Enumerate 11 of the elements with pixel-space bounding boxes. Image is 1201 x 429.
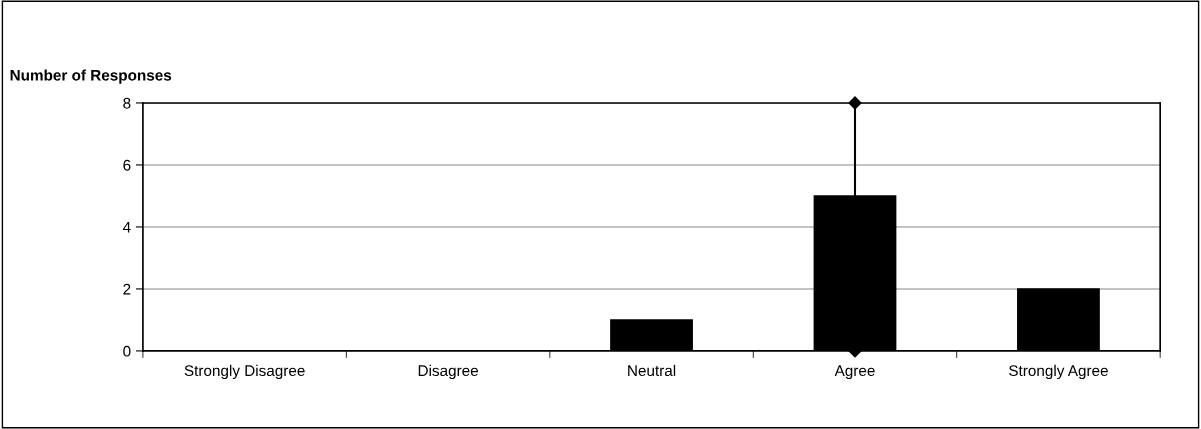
chart-title: Number of Responses (10, 69, 172, 84)
x-tick-label: Strongly Agree (1009, 364, 1108, 380)
y-tick-label: 4 (122, 221, 131, 233)
y-tick-label: 8 (123, 97, 131, 109)
y-tick-label: 6 (123, 159, 131, 171)
x-tick-label: Disagree (418, 364, 478, 380)
y-tick-label: 2 (123, 283, 131, 295)
y-tick-label: 0 (123, 345, 131, 357)
x-tick-label: Strongly Disagree (184, 364, 305, 380)
x-tick-label: Agree (834, 365, 875, 380)
x-tick-label: Neutral (628, 364, 676, 377)
